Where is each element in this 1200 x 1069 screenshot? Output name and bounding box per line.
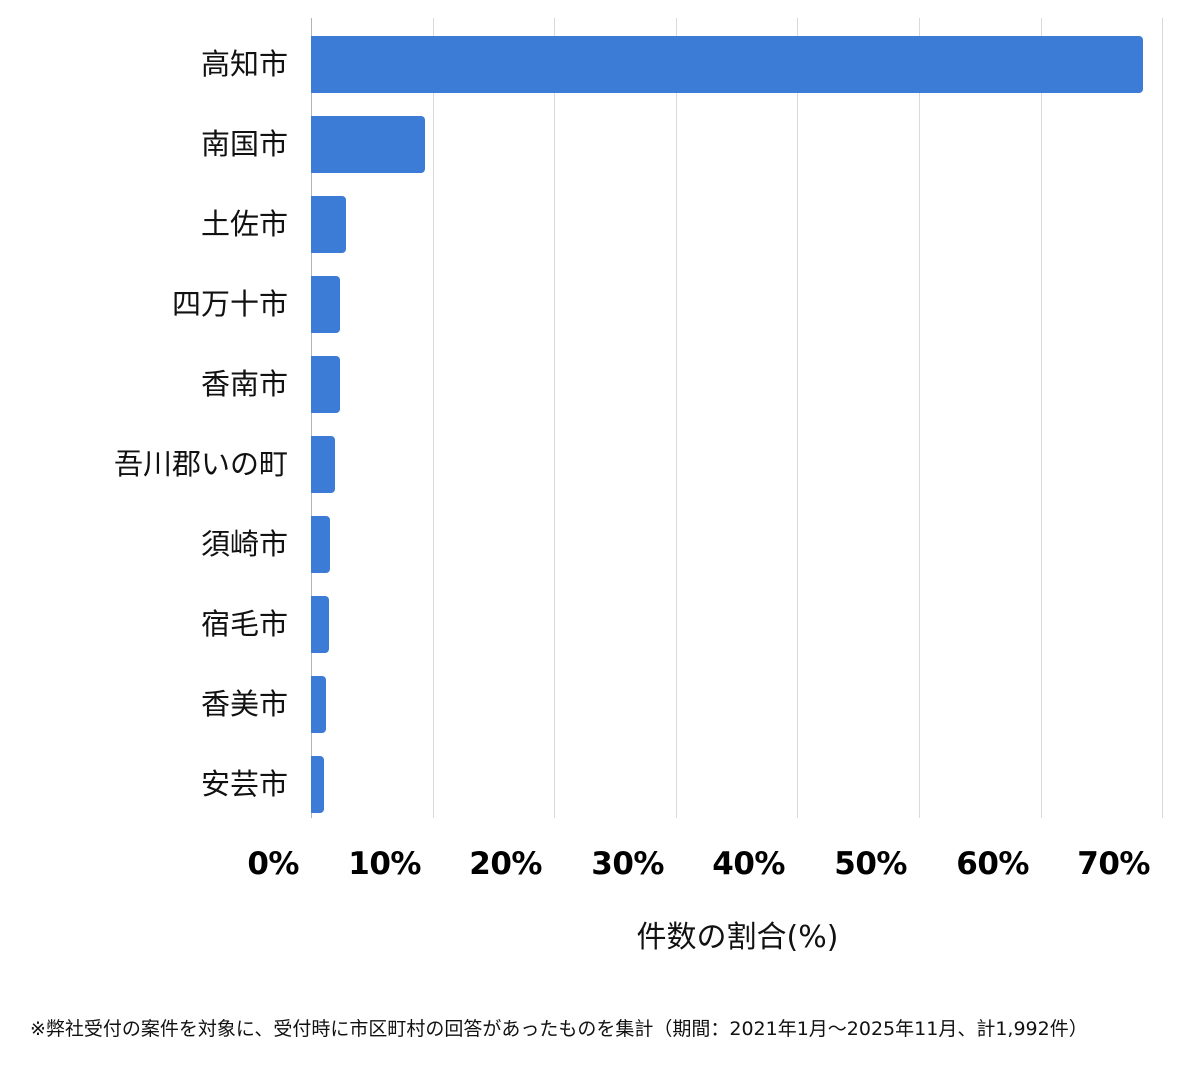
gridline [1041,18,1042,818]
x-axis-title: 件数の割合(%) [636,920,839,955]
bar [311,756,324,813]
x-tick-label: 0% [247,846,299,882]
x-tick-label: 50% [834,846,907,882]
category-label: 香南市 [200,367,288,401]
bar [311,36,1143,93]
category-label: 高知市 [200,47,288,81]
category-label: 土佐市 [200,207,288,241]
category-label: 吾川郡いの町 [113,447,288,481]
gridline [433,18,434,818]
category-label: 宿毛市 [200,607,288,641]
gridline [1162,18,1163,818]
gridline [676,18,677,818]
x-tick-label: 40% [712,846,785,882]
bar [311,516,330,573]
category-label: 須崎市 [200,527,288,561]
bar [311,436,335,493]
gridline [797,18,798,818]
bar [311,676,326,733]
bar [311,356,340,413]
category-label: 香美市 [200,687,288,721]
bar [311,116,425,173]
gridline [919,18,920,818]
x-tick-label: 30% [591,846,664,882]
x-tick-label: 20% [469,846,542,882]
category-label: 安芸市 [200,767,288,801]
x-tick-label: 60% [956,846,1029,882]
x-tick-label: 10% [348,846,421,882]
bar [311,196,346,253]
category-label: 南国市 [200,127,288,161]
footnote: ※弊社受付の案件を対象に、受付時に市区町村の回答があったものを集計（期間：202… [30,1018,1088,1040]
gridline [554,18,555,818]
x-tick-label: 70% [1077,846,1150,882]
category-label: 四万十市 [171,287,288,321]
bar [311,596,329,653]
y-axis-line [311,18,312,818]
bar [311,276,340,333]
